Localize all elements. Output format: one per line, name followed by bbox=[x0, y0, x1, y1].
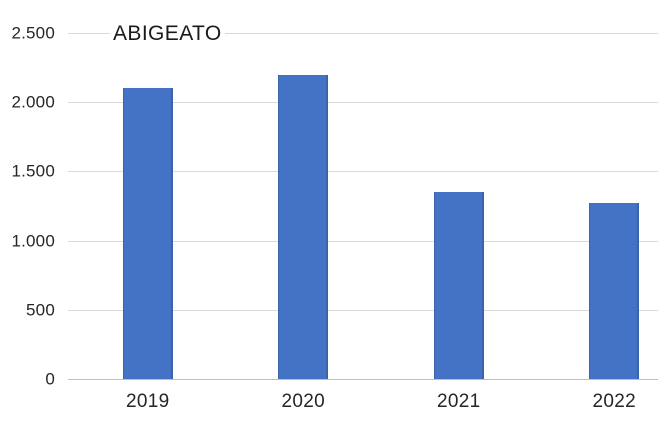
x-axis-line bbox=[68, 379, 658, 380]
bar-2019 bbox=[122, 88, 173, 379]
x-axis-tick-label: 2020 bbox=[281, 391, 325, 412]
y-axis-tick-label: 1.000 bbox=[11, 231, 55, 251]
y-gridline bbox=[68, 309, 658, 311]
x-axis-tick-label: 2021 bbox=[437, 391, 481, 412]
y-gridline bbox=[68, 240, 658, 242]
y-axis-tick-label: 1.500 bbox=[11, 161, 55, 181]
x-axis-tick-label: 2022 bbox=[592, 391, 636, 412]
y-gridline bbox=[68, 171, 658, 173]
y-axis-tick-label: 2.000 bbox=[11, 92, 55, 112]
x-axis-tick-label: 2019 bbox=[126, 391, 170, 412]
bar-2022 bbox=[589, 203, 640, 379]
y-axis-tick-label: 500 bbox=[26, 300, 55, 320]
y-axis-tick-label: 0 bbox=[45, 369, 55, 389]
chart-title: ABIGEATO bbox=[110, 21, 225, 47]
y-gridline bbox=[68, 102, 658, 104]
bar-2021 bbox=[433, 192, 484, 379]
y-axis-tick-label: 2.500 bbox=[11, 23, 55, 43]
bar-2020 bbox=[278, 74, 329, 379]
y-gridline bbox=[68, 33, 658, 34]
